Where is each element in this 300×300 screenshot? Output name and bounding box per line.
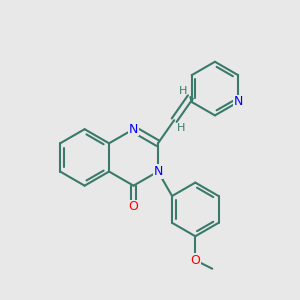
Text: N: N xyxy=(129,123,138,136)
Text: O: O xyxy=(190,254,200,267)
Text: H: H xyxy=(179,86,187,96)
Text: N: N xyxy=(153,165,163,178)
Text: H: H xyxy=(176,123,185,133)
Text: O: O xyxy=(129,200,139,213)
Text: N: N xyxy=(233,95,243,109)
